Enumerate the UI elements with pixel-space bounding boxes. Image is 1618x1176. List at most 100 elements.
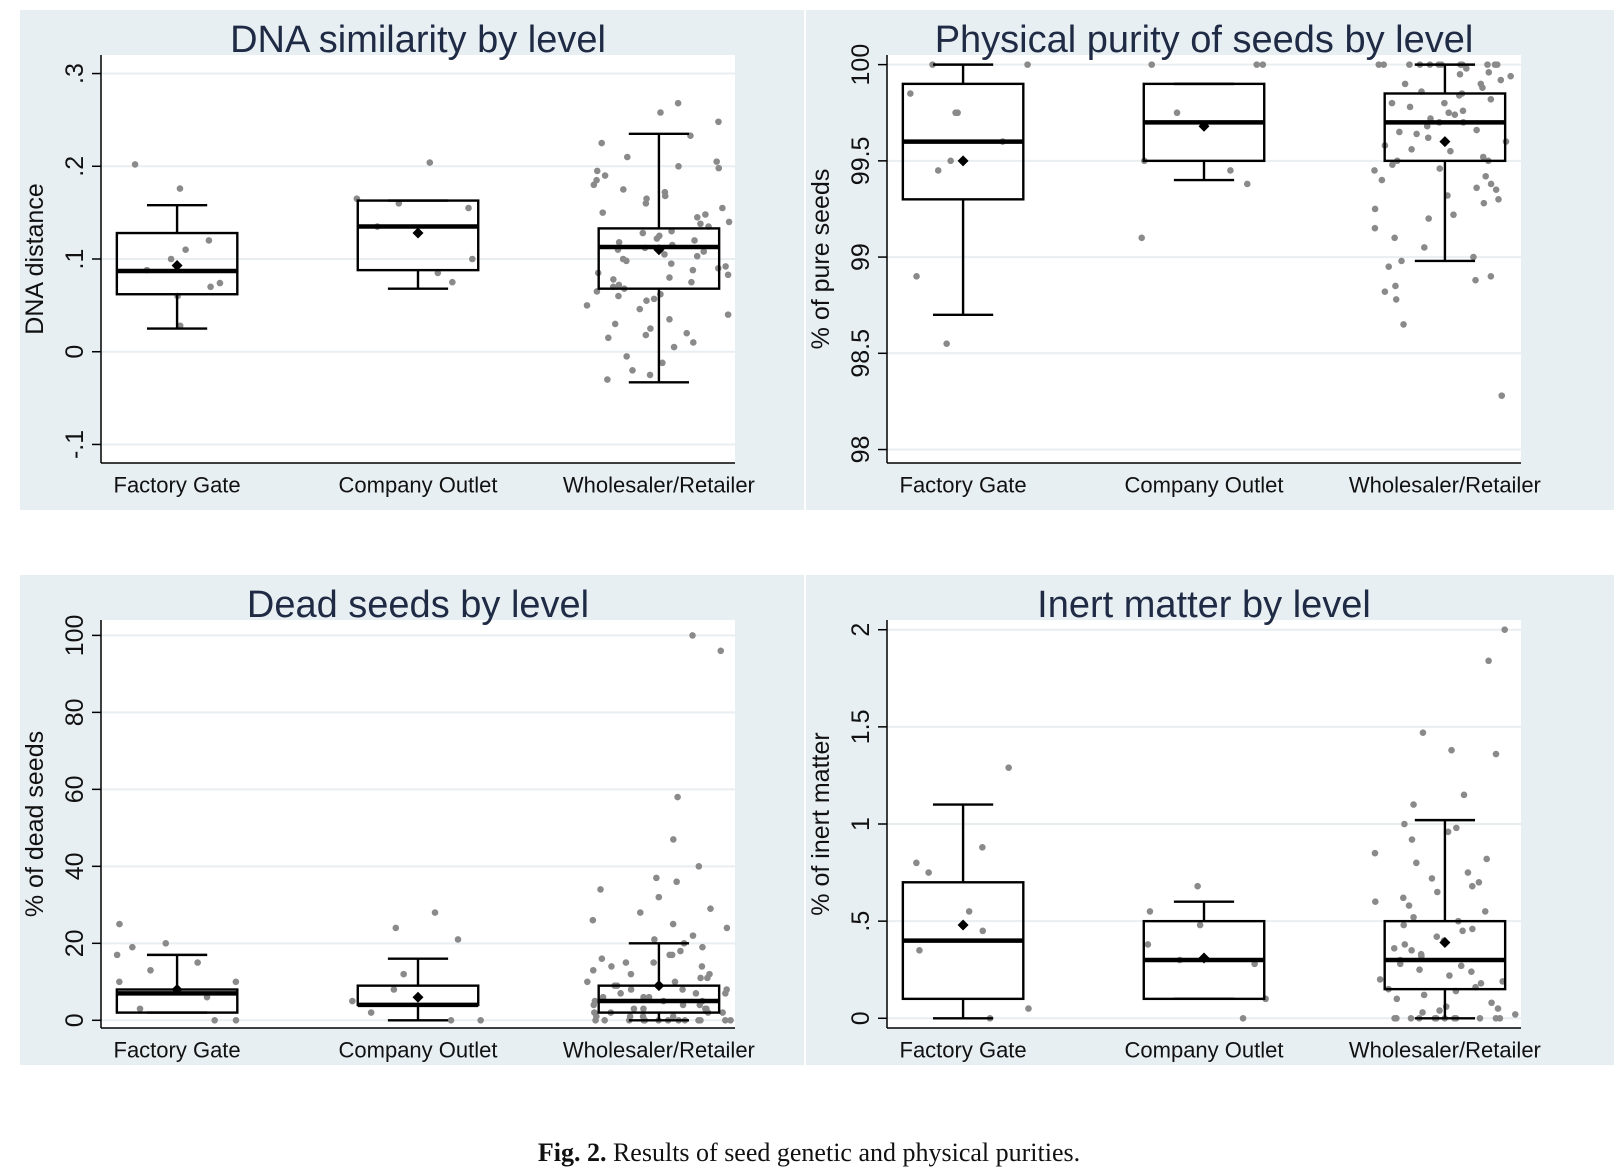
data-point (667, 260, 675, 267)
data-point (674, 99, 682, 107)
data-point (1371, 167, 1378, 174)
data-point (697, 974, 704, 982)
y-axis-label: % of inert matter (807, 732, 835, 915)
data-point (1463, 65, 1470, 72)
data-point (1484, 61, 1491, 68)
data-point (1434, 888, 1441, 896)
data-point (1436, 1007, 1443, 1014)
data-point (1460, 791, 1468, 799)
data-point (636, 909, 644, 916)
data-point (1459, 927, 1466, 935)
chart-panel-1: -.1 0 .1 .2 .3 DNA similarity by level DNA dis… (20, 10, 804, 510)
data-point (610, 276, 617, 283)
mean-marker (1198, 952, 1210, 964)
y-tick-label: 100 (61, 615, 89, 657)
y-tick-label: .5 (847, 911, 875, 932)
data-point (642, 200, 650, 207)
data-point (646, 371, 654, 379)
data-point (670, 836, 677, 843)
y-tick-label: 20 (61, 929, 89, 957)
data-point (907, 90, 914, 97)
data-point (583, 302, 591, 309)
data-point (615, 292, 622, 300)
chart-title: Physical purity of seeds by level (935, 19, 1474, 61)
data-point (636, 305, 644, 313)
box-iqr (597, 227, 721, 290)
data-point (1401, 80, 1409, 88)
data-point (666, 274, 673, 281)
data-point (1393, 995, 1401, 1003)
data-point (1480, 199, 1488, 207)
data-point (1391, 234, 1398, 242)
data-point (454, 936, 462, 943)
data-point (1446, 972, 1453, 979)
data-point (1393, 1014, 1400, 1022)
y-axis-label: DNA distance (21, 183, 49, 334)
data-point (1497, 76, 1505, 84)
y-axis-label: % of dead seeds (21, 731, 49, 917)
y-tick-label: 0 (847, 1011, 875, 1025)
data-point (1253, 61, 1261, 68)
data-point (1371, 224, 1379, 232)
data-point (1410, 801, 1417, 808)
data-point (913, 859, 920, 867)
data-point (725, 218, 733, 226)
y-tick-label: .1 (61, 249, 89, 270)
chart-title: Inert matter by level (1037, 584, 1371, 626)
data-point (216, 279, 224, 287)
data-point (367, 1009, 375, 1016)
chart-title: DNA similarity by level (230, 19, 606, 61)
mean-marker (171, 984, 183, 996)
data-point (1401, 820, 1408, 828)
data-point (693, 252, 701, 260)
mean-marker (1198, 120, 1210, 132)
data-point (1450, 211, 1457, 219)
mean-marker (957, 155, 969, 167)
data-point (666, 315, 673, 323)
data-point (707, 905, 714, 912)
data-point (639, 229, 647, 237)
x-category-label: Wholesaler/Retailer (1349, 1038, 1541, 1063)
data-point (1469, 925, 1476, 933)
data-point (689, 266, 697, 274)
data-point (1481, 908, 1489, 915)
data-point (1408, 836, 1416, 843)
data-point (1375, 61, 1383, 68)
data-point (698, 963, 706, 970)
data-point (669, 1013, 677, 1020)
y-tick-label: 60 (61, 775, 89, 803)
data-point (1483, 855, 1490, 863)
data-point (1380, 61, 1388, 68)
y-tick-label: 98.5 (847, 329, 875, 378)
data-point (702, 211, 709, 218)
data-point (622, 959, 630, 966)
data-point (601, 172, 609, 179)
data-point (1479, 84, 1486, 92)
data-point (929, 61, 936, 68)
data-point (1501, 626, 1508, 634)
data-point (1476, 1014, 1484, 1022)
data-point (1472, 276, 1479, 284)
data-point (1475, 878, 1483, 886)
data-point (468, 255, 476, 263)
data-point (655, 893, 663, 901)
data-point (913, 273, 920, 280)
data-point (599, 209, 607, 216)
data-point (232, 978, 240, 986)
data-point (1482, 172, 1489, 180)
data-point (1420, 991, 1428, 999)
data-point (643, 297, 650, 305)
data-point (1406, 103, 1414, 111)
data-point (677, 947, 684, 955)
data-point (943, 340, 950, 347)
data-point (598, 955, 606, 963)
data-point (1456, 70, 1464, 78)
data-point (1243, 180, 1251, 188)
data-point (653, 874, 660, 882)
data-point (147, 966, 154, 974)
data-point (1433, 933, 1441, 940)
data-point (1487, 273, 1495, 280)
mean-marker (1439, 937, 1451, 949)
chart-panel-3: 0 20 40 60 80 100 Dead seeds by level % of dead… (20, 575, 804, 1065)
